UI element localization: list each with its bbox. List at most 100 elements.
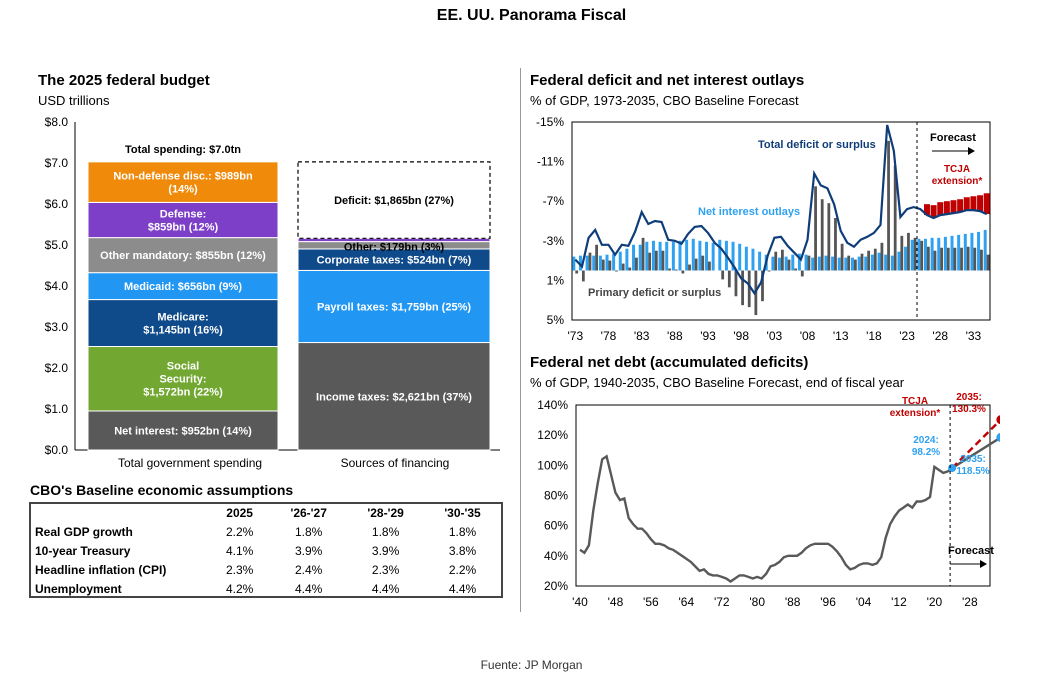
primary-bar [661, 250, 665, 271]
primary-bar [681, 270, 685, 274]
primary-bar [595, 244, 599, 271]
x-tick-label: '56 [643, 595, 659, 609]
interest-bar [685, 239, 689, 271]
spending-segment [87, 161, 279, 203]
spending-segment-label: Net interest: $952bn (14%) [114, 425, 252, 437]
interest-bar [870, 254, 874, 271]
interest-bar [645, 241, 649, 271]
primary-bar [601, 259, 605, 271]
x-tick-label: '40 [572, 595, 588, 609]
x-tick-label: '33 [966, 329, 982, 343]
interest-bar [625, 248, 629, 271]
x-tick-label: '04 [856, 595, 872, 609]
forecast-arrowhead [980, 560, 987, 568]
primary-bar [840, 243, 844, 271]
financing-segment-label: Income taxes: $2,621bn (37%) [316, 391, 472, 403]
y-tick-label: 120% [537, 428, 568, 442]
y-tick-label: 140% [537, 398, 568, 412]
table-header-blank [31, 504, 209, 523]
y-tick-label: $6.0 [45, 197, 69, 211]
interest-bar [651, 240, 655, 271]
financing-segment-label: Deficit: $1,865bn (27%) [334, 195, 454, 207]
interest-bar [850, 257, 854, 271]
primary-bar [986, 254, 990, 271]
x-tick-label: '12 [891, 595, 907, 609]
interest-bar [904, 246, 908, 271]
interest-bar [578, 255, 582, 271]
x-category-label: Total government spending [118, 456, 262, 470]
primary-bar [628, 267, 632, 271]
x-tick-label: '48 [608, 595, 624, 609]
primary-bar [926, 246, 930, 271]
y-tick-label: 60% [544, 519, 568, 533]
y-tick-label: 20% [544, 579, 568, 593]
table-cell: 4.4% [295, 582, 323, 596]
interest-bar [864, 256, 868, 271]
primary-bar [940, 247, 944, 271]
y-tick-label: -3% [543, 234, 565, 248]
x-tick-label: '72 [714, 595, 730, 609]
x-tick-label: '03 [767, 329, 783, 343]
forecast-label: Forecast [930, 132, 976, 144]
y-tick-label: $5.0 [45, 238, 69, 252]
interest-bar [811, 257, 815, 271]
interest-bar [585, 255, 589, 271]
baseline-forecast-line [951, 436, 1000, 470]
primary-bar [581, 270, 585, 282]
table-header: '30-'35 [444, 506, 481, 520]
tcja-bar [937, 202, 944, 216]
forecast-label: Forecast [948, 545, 994, 557]
label-2024: 2024: 98.2% [912, 435, 940, 458]
spending-segment [87, 410, 279, 451]
interest-bar [698, 240, 702, 271]
spending-segment-label: Medicaid: $656bn (9%) [124, 281, 242, 293]
debt-title: Federal net debt (accumulated deficits) [530, 354, 809, 371]
table-cell: 2.3% [371, 563, 400, 577]
primary-bar [893, 165, 897, 271]
tcja-bar [943, 201, 950, 215]
interest-bar [831, 256, 835, 271]
table-cell: 3.8% [448, 544, 477, 558]
y-tick-label: $2.0 [45, 361, 69, 375]
y-tick-label: $8.0 [45, 115, 69, 129]
primary-bar [814, 186, 817, 271]
table-cell: 2.3% [225, 563, 254, 577]
primary-bar [807, 255, 811, 271]
row-label: Unemployment [35, 582, 122, 596]
table-row: Unemployment 4.2% 4.4% 4.4% 4.4% [31, 580, 501, 599]
primary-bar [920, 240, 924, 271]
debt-subtitle: % of GDP, 1940-2035, CBO Baseline Foreca… [530, 375, 905, 390]
y-tick-label: $1.0 [45, 402, 69, 416]
interest-bar [671, 241, 675, 271]
interest-bar [751, 248, 755, 271]
table-title: CBO's Baseline economic assumptions [30, 482, 294, 498]
row-label: Headline inflation (CPI) [35, 563, 167, 577]
interest-bar [632, 244, 636, 271]
table-cell: 1.8% [448, 525, 477, 539]
spending-segment [87, 299, 279, 348]
spending-segment-label: Social Security: $1,572bn (22%) [143, 361, 223, 399]
primary-bar [708, 261, 711, 271]
primary-bar [953, 247, 957, 271]
interest-bar [618, 251, 622, 271]
x-tick-label: '73 [567, 329, 583, 343]
table-row: Headline inflation (CPI) 2.3% 2.4% 2.3% … [31, 561, 501, 580]
interest-bar [572, 256, 576, 271]
interest-bar [937, 237, 941, 271]
primary-bar [654, 250, 658, 271]
spending-segment [87, 346, 279, 412]
table-header: '26-'27 [290, 506, 327, 520]
primary-bar [588, 252, 592, 271]
interest-bar [917, 238, 921, 271]
spending-segment-label: Defense: $859bn (12%) [148, 209, 219, 234]
primary-bar [781, 249, 784, 271]
primary-deficit-label: Primary deficit or surplus [588, 287, 721, 299]
interest-bar [784, 256, 788, 271]
tcja-bar [970, 196, 977, 211]
interest-bar [957, 234, 961, 271]
primary-bar [635, 257, 638, 271]
table-cell: 3.9% [295, 544, 323, 558]
y-tick-label: -11% [537, 155, 564, 169]
primary-bar [734, 270, 738, 297]
primary-bar [900, 235, 904, 271]
